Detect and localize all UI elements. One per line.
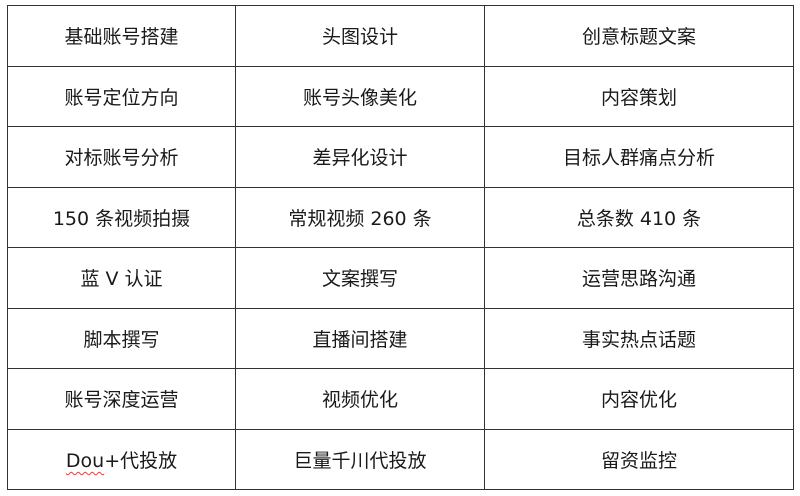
table-row: 脚本撰写 直播间搭建 事实热点话题 xyxy=(7,307,794,369)
table-cell: 账号深度运营 xyxy=(7,368,236,430)
table-cell: 账号定位方向 xyxy=(7,65,236,127)
table-cell: 脚本撰写 xyxy=(7,307,236,369)
table-cell: 直播间搭建 xyxy=(235,307,485,369)
table-cell: 内容优化 xyxy=(484,368,794,430)
table-row: 蓝 V 认证 文案撰写 运营思路沟通 xyxy=(7,247,794,309)
table-cell: 蓝 V 认证 xyxy=(7,247,236,309)
table-row: 基础账号搭建 头图设计 创意标题文案 xyxy=(7,5,794,67)
table-cell: 视频优化 xyxy=(235,368,485,430)
table-row: 对标账号分析 差异化设计 目标人群痛点分析 xyxy=(7,126,794,188)
table-cell: 事实热点话题 xyxy=(484,307,794,369)
table-cell: 巨量千川代投放 xyxy=(235,428,485,490)
table-cell: 150 条视频拍摄 xyxy=(7,186,236,248)
table-cell: 头图设计 xyxy=(235,5,485,67)
table-row: Dou+代投放 巨量千川代投放 留资监控 xyxy=(7,428,794,490)
table-cell: 账号头像美化 xyxy=(235,65,485,127)
table-cell: 目标人群痛点分析 xyxy=(484,126,794,188)
table-row: 账号深度运营 视频优化 内容优化 xyxy=(7,368,794,430)
table-cell: 总条数 410 条 xyxy=(484,186,794,248)
table-cell: 文案撰写 xyxy=(235,247,485,309)
table-row: 账号定位方向 账号头像美化 内容策划 xyxy=(7,65,794,127)
table-cell: 创意标题文案 xyxy=(484,5,794,67)
table-cell: 常规视频 260 条 xyxy=(235,186,485,248)
services-table: 基础账号搭建 头图设计 创意标题文案 账号定位方向 账号头像美化 内容策划 对标账号分析 差异… xyxy=(7,5,794,490)
table-cell: 基础账号搭建 xyxy=(7,5,236,67)
table-cell: 留资监控 xyxy=(484,428,794,490)
spellcheck-word: Dou xyxy=(65,449,105,472)
table-row: 150 条视频拍摄 常规视频 260 条总条数 410 条 xyxy=(7,186,794,248)
table-cell: 对标账号分析 xyxy=(7,126,236,188)
cell-text: +代投放 xyxy=(104,449,178,472)
table-cell: 内容策划 xyxy=(484,65,794,127)
table-cell: Dou+代投放 xyxy=(7,428,236,490)
table-cell: 差异化设计 xyxy=(235,126,485,188)
table-cell: 运营思路沟通 xyxy=(484,247,794,309)
